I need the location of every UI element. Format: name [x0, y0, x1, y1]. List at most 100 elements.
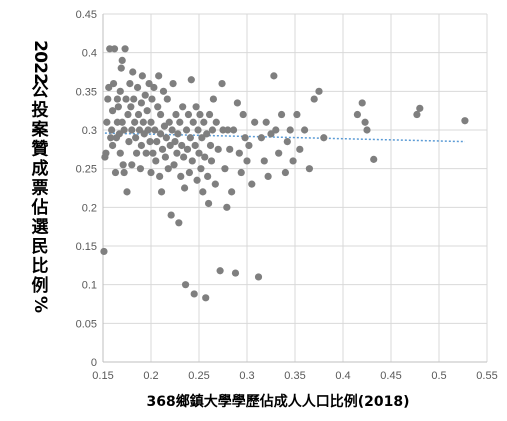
data-point	[204, 172, 212, 180]
data-point	[461, 117, 469, 125]
data-point	[151, 126, 159, 134]
data-point	[170, 161, 178, 169]
data-point	[115, 130, 123, 138]
data-point	[248, 180, 256, 188]
data-point	[260, 157, 268, 165]
data-points	[100, 45, 469, 302]
data-point	[118, 118, 126, 126]
data-point	[208, 126, 217, 134]
data-point	[209, 95, 217, 103]
data-point	[200, 118, 208, 126]
data-point	[136, 165, 145, 173]
data-point	[114, 103, 122, 111]
data-point	[195, 149, 203, 157]
data-point	[361, 118, 369, 126]
data-point	[127, 103, 135, 111]
x-tick-label: 0.4	[335, 370, 350, 382]
y-axis-title-char: 選	[32, 218, 49, 238]
data-point	[197, 165, 205, 173]
data-point	[177, 172, 185, 180]
data-point	[189, 118, 197, 126]
data-point	[124, 110, 132, 119]
y-axis-title-char: 贊	[32, 139, 49, 160]
data-point	[239, 110, 247, 119]
data-point	[174, 130, 182, 138]
data-point	[157, 188, 166, 196]
data-point	[137, 99, 145, 107]
data-point	[107, 134, 115, 142]
data-point	[226, 145, 234, 153]
data-point	[416, 104, 424, 112]
data-point	[264, 172, 272, 180]
data-point	[205, 199, 213, 208]
data-point	[146, 138, 154, 146]
data-point	[181, 184, 189, 192]
data-point	[156, 172, 164, 180]
data-point	[228, 188, 236, 196]
data-point	[241, 134, 249, 142]
data-point	[413, 110, 421, 119]
data-point	[178, 141, 186, 150]
data-point	[155, 72, 163, 80]
data-point	[150, 83, 158, 92]
data-point	[186, 134, 194, 142]
data-point	[117, 64, 125, 72]
y-axis-title-char: 佔	[31, 197, 49, 218]
data-point	[272, 126, 280, 134]
x-tick-label: 0.3	[239, 370, 254, 382]
data-point	[145, 80, 153, 88]
data-point	[182, 126, 191, 134]
data-point	[216, 267, 224, 275]
data-point	[132, 134, 140, 142]
x-tick-label: 0.45	[380, 370, 401, 382]
data-point	[202, 294, 210, 302]
data-point	[126, 80, 134, 88]
data-point	[122, 95, 130, 103]
data-point	[128, 161, 136, 169]
x-tick-label: 0.25	[188, 370, 209, 382]
data-point	[183, 145, 192, 153]
data-point	[188, 157, 196, 165]
data-point	[363, 126, 371, 134]
data-point	[111, 168, 120, 177]
data-point	[203, 130, 211, 138]
data-point	[235, 149, 243, 157]
data-point	[283, 138, 291, 146]
data-point	[131, 118, 139, 126]
data-point	[251, 118, 259, 126]
data-point	[116, 87, 124, 95]
data-point	[254, 273, 263, 281]
y-axis-title-char: 2	[30, 73, 50, 85]
data-point	[109, 107, 117, 115]
data-point	[192, 103, 200, 111]
data-point	[305, 165, 313, 173]
data-point	[139, 118, 147, 126]
data-point	[257, 134, 265, 142]
data-point	[196, 110, 204, 119]
data-point	[207, 157, 216, 165]
y-tick-label: 0.25	[76, 164, 97, 176]
data-point	[147, 168, 155, 177]
data-point	[358, 99, 366, 107]
data-point	[104, 95, 112, 103]
x-tick-label: 0.2	[143, 370, 158, 382]
data-point	[168, 126, 176, 134]
data-point	[201, 153, 209, 161]
data-point	[205, 110, 214, 119]
data-point	[108, 126, 116, 134]
data-point	[193, 176, 201, 184]
data-point	[191, 141, 199, 150]
y-axis-title-char: 成	[32, 158, 49, 179]
data-point	[169, 80, 177, 88]
data-point	[224, 126, 232, 134]
data-point	[123, 188, 131, 196]
y-tick-label: 0	[91, 357, 97, 369]
data-point	[116, 149, 124, 157]
data-point	[187, 76, 195, 84]
data-point	[270, 72, 278, 80]
data-point	[133, 149, 141, 157]
data-point	[110, 45, 119, 53]
data-point	[120, 126, 128, 134]
